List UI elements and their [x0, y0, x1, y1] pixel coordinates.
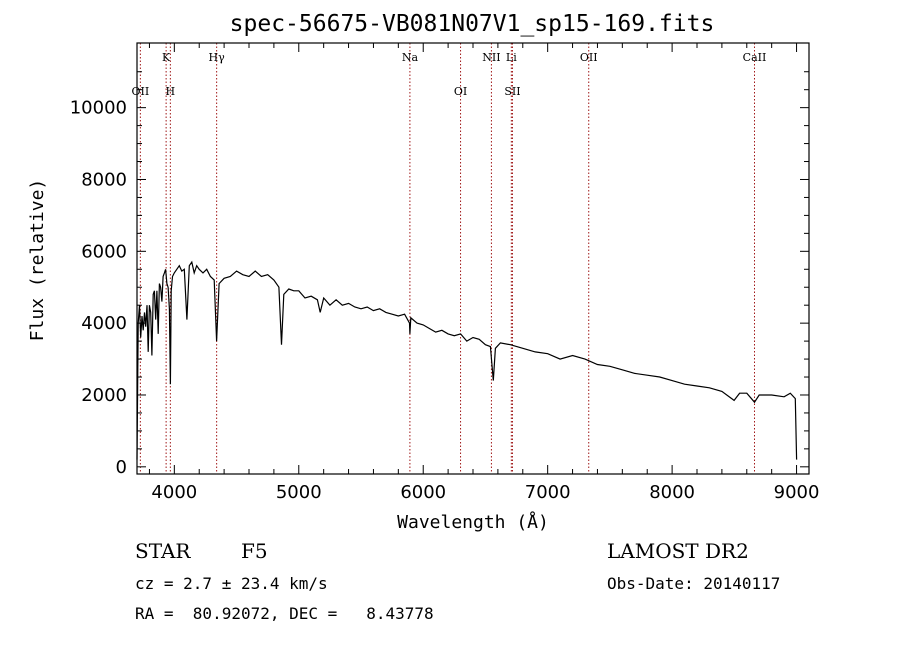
object-subclass: F5	[241, 539, 268, 563]
axis-ticks: 4000 5000 6000 7000 8000 9000 0 2000 4000 6000 800…	[70, 43, 820, 503]
y-tick-label: 2000	[81, 385, 127, 406]
x-tick-label: 5000	[276, 482, 322, 503]
object-class: STAR	[135, 539, 191, 563]
line-marker-label: Na	[402, 51, 419, 64]
y-tick-label: 6000	[81, 241, 127, 262]
y-axis-label: Flux (relative)	[27, 179, 48, 342]
spectrum-line	[136, 260, 798, 460]
line-marker-label: NII	[482, 51, 500, 64]
x-tick-label: 9000	[774, 482, 820, 503]
line-marker-label: SII	[504, 85, 520, 98]
x-tick-label: 7000	[525, 482, 571, 503]
x-tick-label: 4000	[151, 482, 197, 503]
obs-date-text: Obs-Date: 20140117	[607, 574, 781, 593]
line-marker-label: Hγ	[209, 51, 226, 64]
coordinates-text: RA = 80.92072, DEC = 8.43778	[135, 604, 434, 623]
line-marker-label: OI	[454, 85, 467, 98]
line-marker-label: OII	[580, 51, 598, 64]
plot-frame	[136, 42, 810, 475]
line-marker-label: K	[162, 51, 171, 64]
line-marker-label: Li	[506, 51, 517, 64]
survey-name: LAMOST DR2	[607, 539, 749, 563]
line-marks: OII K H Hγ Na OI NII Li SII OII CaII	[132, 43, 767, 474]
y-tick-label: 8000	[81, 169, 127, 190]
y-tick-label: 10000	[70, 98, 127, 119]
x-axis-label: Wavelength (Å)	[397, 511, 549, 533]
y-tick-label: 4000	[81, 313, 127, 334]
line-marker-label: CaII	[743, 51, 767, 64]
x-tick-label: 6000	[400, 482, 446, 503]
redshift-text: cz = 2.7 ± 23.4 km/s	[135, 574, 328, 593]
line-marker-label: H	[166, 85, 176, 98]
line-marker-label: OII	[132, 85, 150, 98]
y-tick-label: 0	[116, 457, 127, 478]
x-tick-label: 8000	[649, 482, 695, 503]
chart-title: spec-56675-VB081N07V1_sp15-169.fits	[230, 11, 715, 37]
